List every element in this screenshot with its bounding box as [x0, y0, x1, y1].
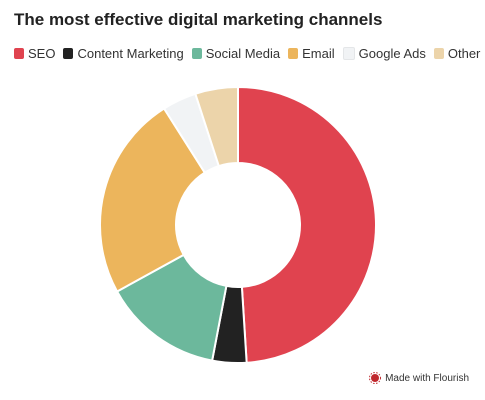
- slice: [194, 85, 239, 168]
- legend-swatch: [433, 48, 444, 59]
- legend-item: SEO: [14, 46, 55, 61]
- legend-item: Other: [433, 46, 481, 61]
- legend-swatch: [63, 48, 74, 59]
- legend-label: Other: [447, 46, 481, 61]
- legend-label: Social Media: [205, 46, 281, 61]
- legend-item: Email: [288, 46, 335, 61]
- legend-item: Google Ads: [342, 46, 426, 61]
- legend: SEO Content Marketing Social Media Email Goo…: [14, 46, 480, 61]
- legend-label: Google Ads: [358, 46, 426, 61]
- footer-text: Made with Flourish: [385, 372, 469, 384]
- legend-item: Social Media: [191, 46, 281, 61]
- legend-swatch: [14, 48, 24, 59]
- legend-swatch: [342, 47, 355, 60]
- legend-label: SEO: [28, 46, 56, 61]
- legend-swatch: [191, 48, 202, 59]
- footer: Made with Flourish: [369, 372, 469, 384]
- flourish-logo: [369, 372, 382, 384]
- legend-swatch: [288, 48, 299, 59]
- legend-label: Email: [302, 46, 335, 61]
- slice: [99, 107, 207, 293]
- slice: [237, 85, 377, 364]
- legend-label: Content Marketing: [77, 46, 184, 61]
- legend-item: Content Marketing: [63, 46, 184, 61]
- chart-title: The most effective digital marketing cha…: [14, 10, 383, 29]
